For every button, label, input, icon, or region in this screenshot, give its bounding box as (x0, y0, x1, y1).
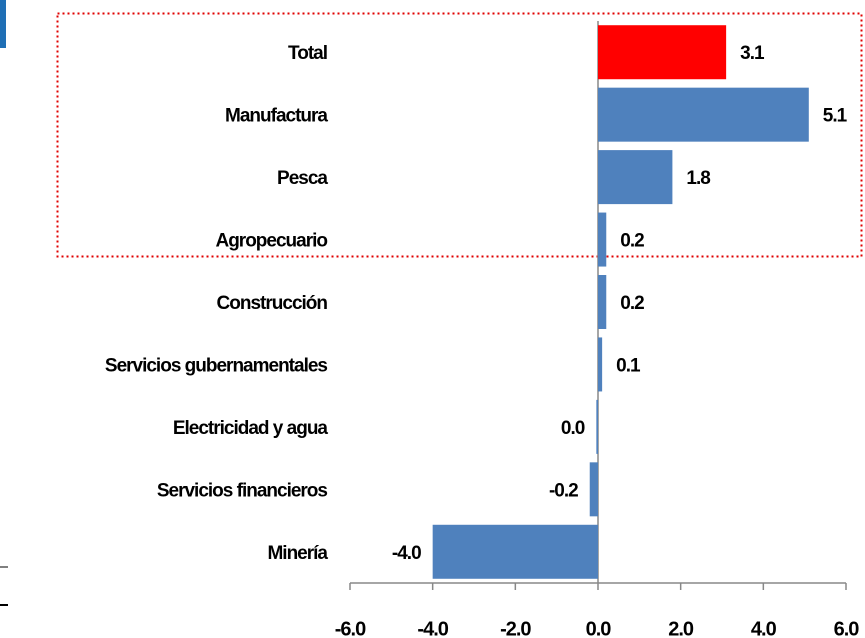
bar (589, 462, 598, 517)
category-label: Electricidad y agua (173, 418, 329, 439)
x-tick-label: 6.0 (834, 618, 860, 638)
value-label: 3.1 (740, 43, 765, 64)
side-tab (0, 0, 6, 48)
value-label: 0.0 (561, 418, 585, 439)
x-tick-label: 0.0 (586, 618, 612, 638)
category-label: Servicios financieros (157, 480, 328, 501)
bar (432, 524, 598, 579)
bar (598, 212, 607, 267)
bar (596, 399, 598, 454)
x-tick-label: -4.0 (417, 618, 448, 638)
value-label: 0.2 (620, 231, 644, 252)
value-label: 0.1 (616, 355, 641, 376)
x-tick-label: 4.0 (751, 618, 777, 638)
highlight-box (56, 12, 863, 258)
value-label: -4.0 (392, 543, 421, 564)
x-tick-label: 2.0 (668, 618, 694, 638)
value-label: 0.2 (620, 293, 644, 314)
value-label: -0.2 (549, 480, 578, 501)
bar (598, 275, 607, 329)
bar (598, 337, 603, 392)
category-label: Manufactura (225, 106, 328, 127)
category-label: Pesca (277, 168, 328, 189)
x-tick-label: -2.0 (500, 618, 531, 638)
bar (598, 87, 809, 142)
category-label: Servicios gubernamentales (105, 355, 328, 376)
x-tick-label: -6.0 (335, 618, 366, 638)
category-label: Agropecuario (215, 231, 327, 252)
value-label: 1.8 (686, 168, 710, 189)
category-label: Minería (267, 543, 328, 564)
bar (598, 25, 727, 80)
category-label: Construcción (217, 293, 328, 314)
category-label: Total (288, 43, 327, 64)
value-label: 5.1 (823, 106, 848, 127)
bar (598, 150, 673, 205)
